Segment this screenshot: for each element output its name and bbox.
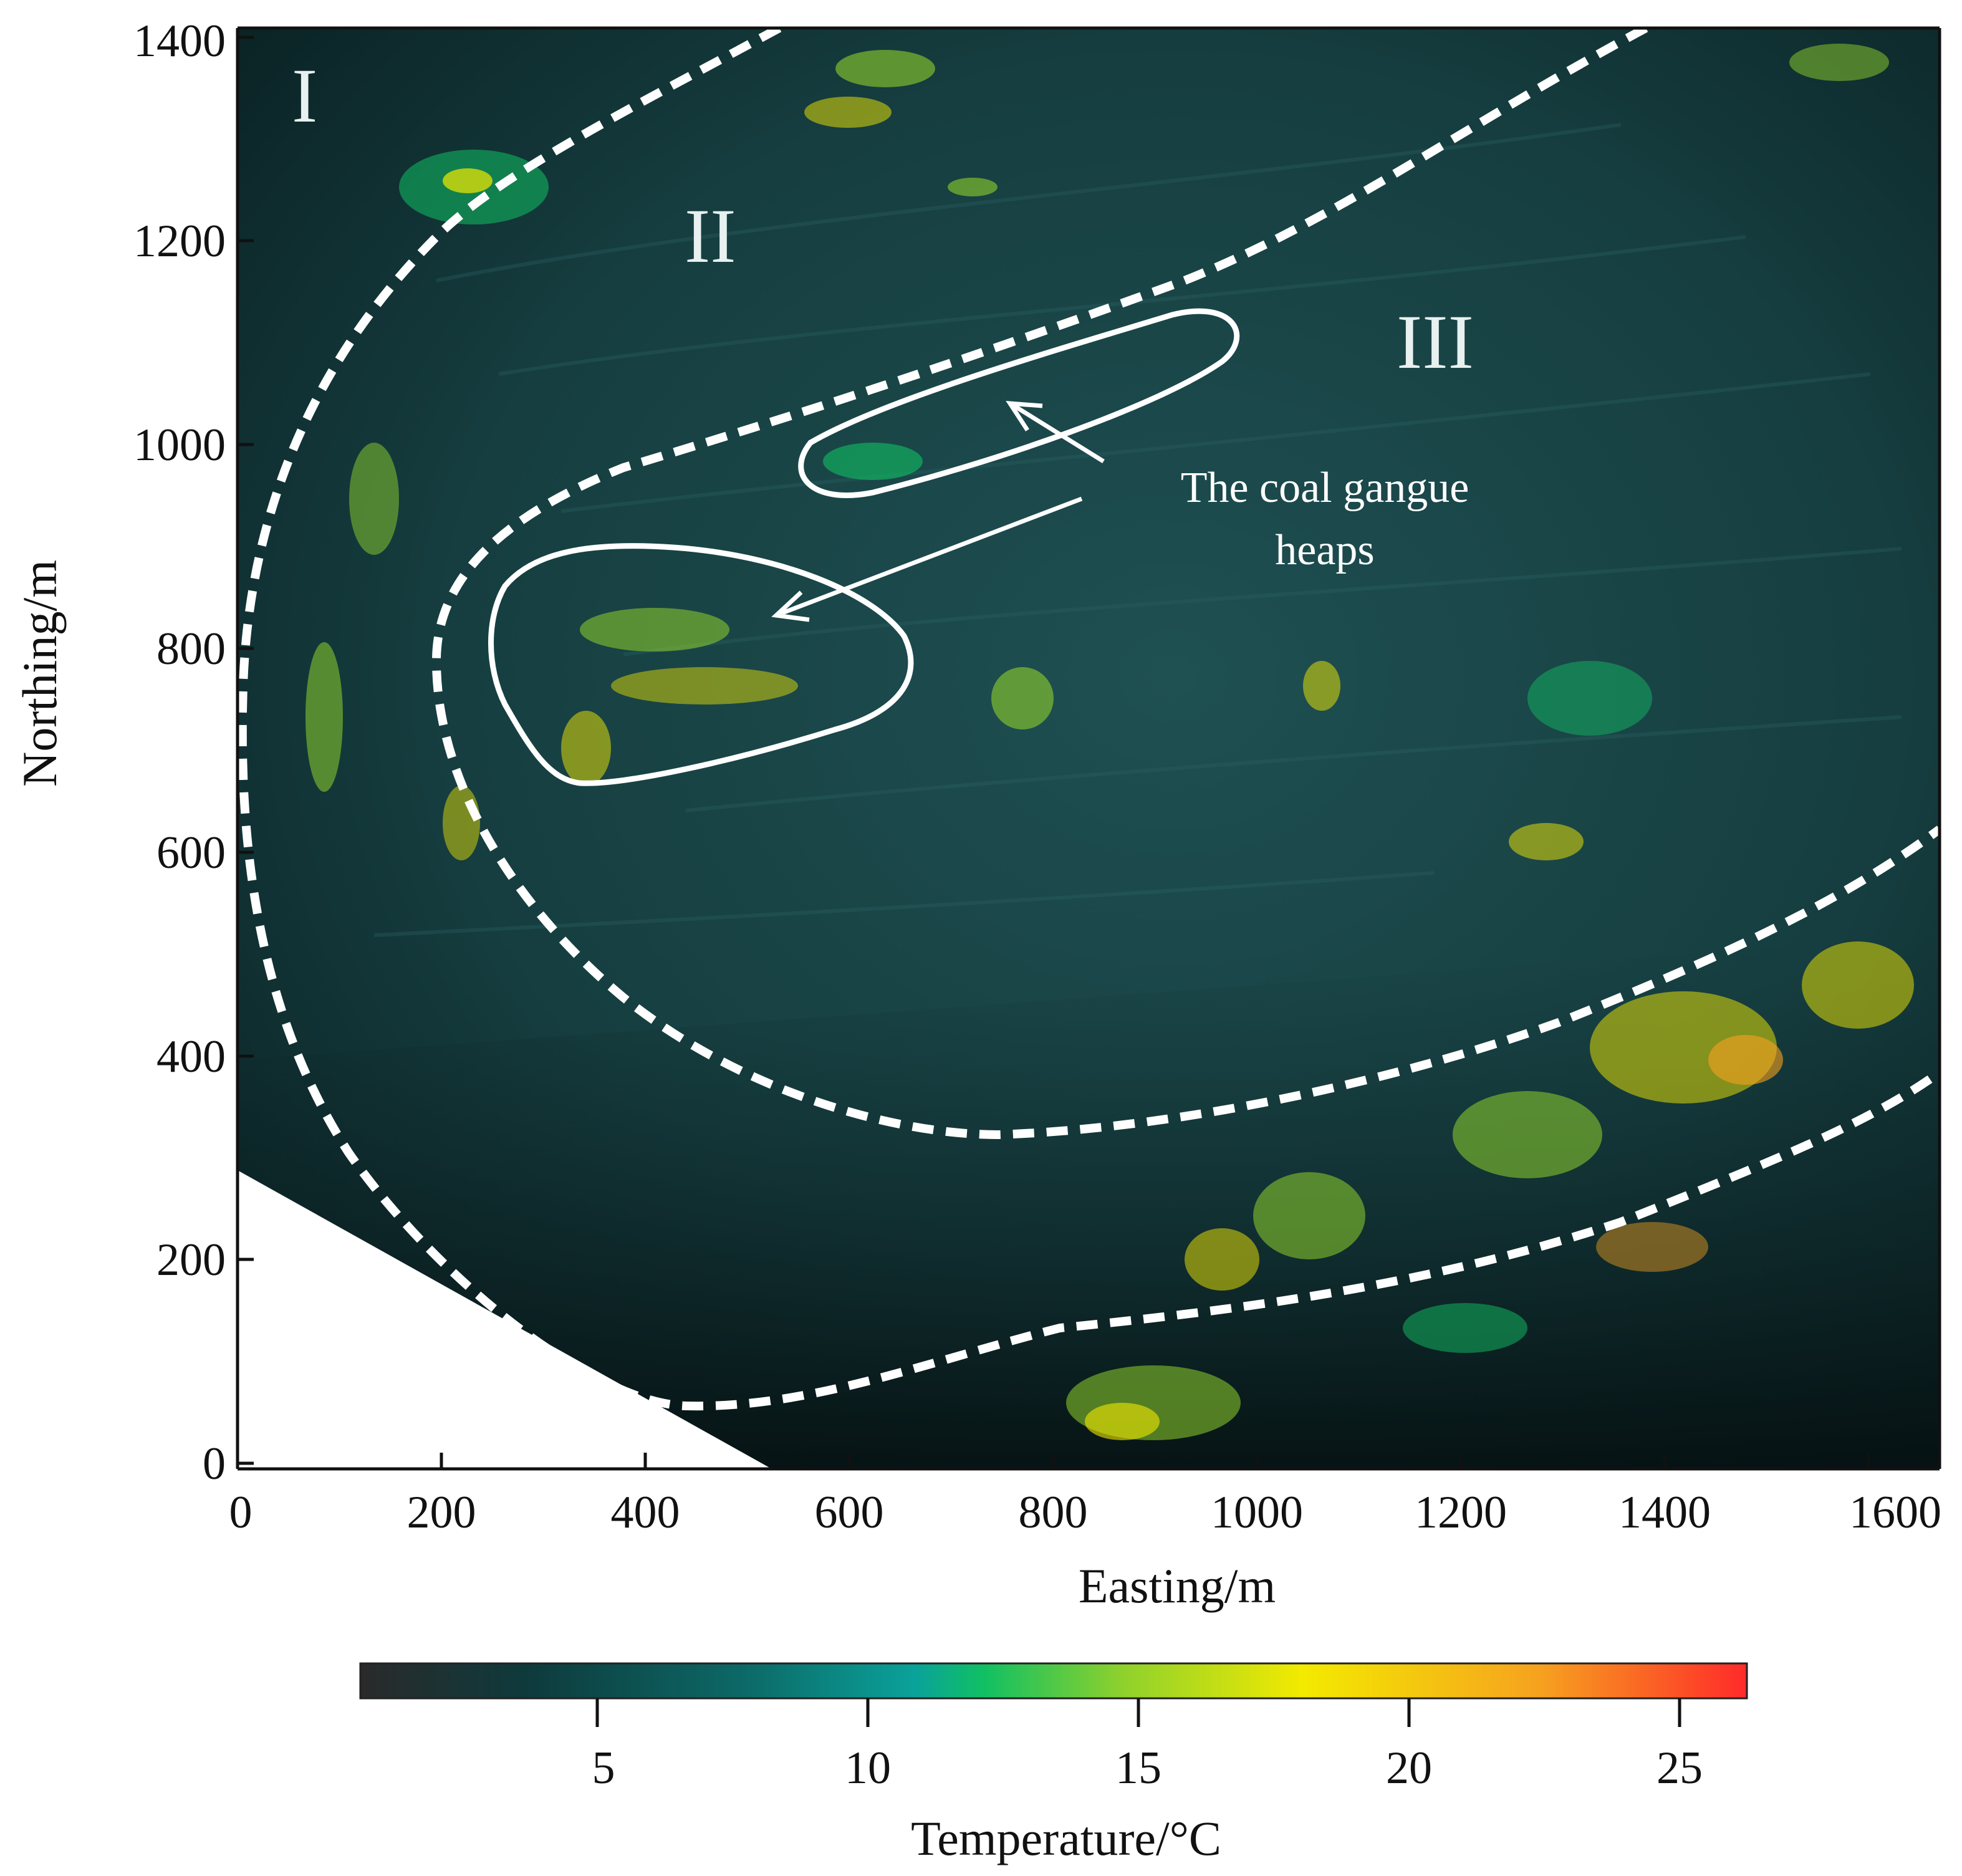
colorbar-gradient (359, 1662, 1748, 1700)
x-tick-labels: 0 200 400 600 800 1000 1200 1400 1600 (229, 1487, 1942, 1538)
annotation-line-2: heaps (1275, 526, 1374, 574)
boundary-I-II (238, 24, 1943, 1411)
hot-spots (305, 44, 1914, 1440)
y-tick-label: 1400 (133, 16, 226, 67)
map-axes (236, 26, 1941, 1471)
colorbar-title: Temperature/°C (911, 1811, 1221, 1865)
zone-label-I: I (292, 53, 317, 138)
x-ticks (236, 1453, 1870, 1469)
x-axis-title: Easting/m (1079, 1559, 1276, 1613)
x-tick-label: 1400 (1618, 1487, 1711, 1538)
zone-boundaries (238, 24, 1943, 1411)
y-tick-label: 0 (203, 1438, 226, 1489)
x-tick-label: 1600 (1849, 1487, 1941, 1538)
arrow-head-2 (771, 590, 810, 622)
x-tick-label: 400 (611, 1487, 680, 1538)
y-tick-label: 200 (156, 1234, 226, 1286)
colorbar-ticks (595, 1698, 1681, 1727)
zone-label-III: III (1397, 299, 1474, 385)
zone-label-II: II (685, 193, 736, 279)
thermal-image (238, 28, 1940, 1469)
boundary-II-III (431, 24, 1943, 1140)
x-tick-label: 1200 (1415, 1487, 1507, 1538)
gangue-heap-outline-2 (488, 543, 914, 786)
gangue-heap-outline-1 (798, 308, 1240, 498)
y-axis-title: Northing/m (12, 560, 67, 787)
y-tick-label: 800 (156, 623, 226, 675)
y-tick-label: 400 (156, 1031, 226, 1082)
colorbar-tick-label: 20 (1386, 1743, 1432, 1794)
x-tick-label: 800 (1019, 1487, 1088, 1538)
arrow-line-1 (1012, 403, 1105, 463)
x-tick-label: 200 (407, 1487, 476, 1538)
y-tick-label: 600 (156, 827, 226, 878)
arrow-head-1 (1006, 400, 1043, 431)
annotation-line-1: The coal gangue (1181, 464, 1469, 512)
y-tick-labels: 0 200 400 600 800 1000 1200 1400 (133, 16, 226, 1489)
colorbar: 5 10 15 20 25 Temperature/°C (359, 1662, 1748, 1865)
annotation-arrows (771, 400, 1105, 622)
y-tick-label: 1200 (133, 216, 226, 267)
colorbar-tick-label: 10 (845, 1743, 891, 1794)
colorbar-tick-label: 5 (592, 1743, 615, 1794)
y-ticks (238, 36, 254, 1465)
y-tick-label: 1000 (133, 420, 226, 471)
x-tick-label: 1000 (1211, 1487, 1303, 1538)
gangue-heap-outlines (488, 308, 1240, 786)
colorbar-tick-label: 15 (1115, 1743, 1161, 1794)
x-tick-label: 600 (815, 1487, 884, 1538)
colorbar-tick-label: 25 (1657, 1743, 1703, 1794)
x-tick-label: 0 (229, 1487, 252, 1538)
arrow-line-2 (778, 496, 1083, 617)
